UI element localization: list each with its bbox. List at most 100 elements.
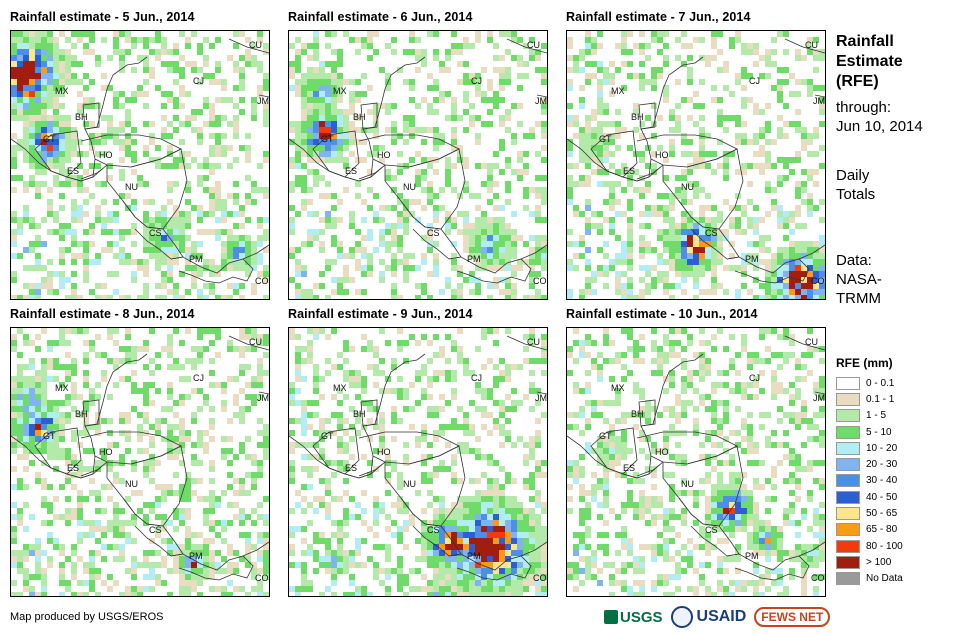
rain-cell (529, 436, 535, 442)
rain-cell (451, 145, 457, 151)
rain-cell (807, 289, 813, 295)
rain-cell (505, 235, 511, 241)
rain-cell (487, 229, 493, 235)
rain-cell (783, 79, 789, 85)
rain-cell (251, 520, 257, 526)
rain-cell (355, 538, 361, 544)
rain-cell (445, 400, 451, 406)
rain-cell (263, 157, 269, 163)
rain-cell (65, 145, 71, 151)
rain-cell (681, 193, 687, 199)
rain-cell (233, 43, 239, 49)
rain-cell (403, 526, 409, 532)
rain-cell (137, 490, 143, 496)
rain-cell (59, 340, 65, 346)
rain-cell (17, 442, 23, 448)
rain-cell (35, 550, 41, 556)
rain-cell (391, 436, 397, 442)
rain-cell (717, 247, 723, 253)
rain-cell (167, 364, 173, 370)
rain-cell (433, 139, 439, 145)
country-borders (11, 335, 269, 581)
rain-cell (173, 115, 179, 121)
rain-cell (493, 364, 499, 370)
rain-cell (23, 55, 29, 61)
rain-cell (239, 205, 245, 211)
rain-cell (651, 163, 657, 169)
rain-cell (597, 271, 603, 277)
rain-cell (331, 97, 337, 103)
rain-cell (711, 205, 717, 211)
rain-cell (239, 412, 245, 418)
rain-cell (307, 157, 313, 163)
rain-cell (191, 265, 197, 271)
rain-cell (753, 49, 759, 55)
rain-cell (379, 205, 385, 211)
rain-cell (167, 61, 173, 67)
rain-cell (535, 259, 541, 265)
rain-cell (125, 295, 131, 299)
rain-cell (433, 55, 439, 61)
rain-cell (295, 259, 301, 265)
rain-cell (331, 394, 337, 400)
rain-cell (499, 358, 505, 364)
rain-cell (307, 169, 313, 175)
rain-cell (813, 271, 819, 277)
rain-cell (65, 448, 71, 454)
rain-cell (337, 85, 343, 91)
rain-cell (493, 520, 499, 526)
rain-cell (687, 169, 693, 175)
rain-cell (17, 352, 23, 358)
rain-cell (59, 580, 65, 586)
rain-cell (251, 115, 257, 121)
rain-cell (185, 472, 191, 478)
rain-cell (209, 460, 215, 466)
rain-cell (29, 430, 35, 436)
rain-cell (807, 169, 813, 175)
rain-cell (597, 91, 603, 97)
rain-cell (657, 37, 663, 43)
rain-cell (349, 514, 355, 520)
rain-cell (29, 376, 35, 382)
rain-cell (301, 49, 307, 55)
rain-cell (319, 121, 325, 127)
rain-cell (149, 454, 155, 460)
rain-cell (681, 241, 687, 247)
rain-cell (475, 115, 481, 121)
rain-cell (487, 394, 493, 400)
rain-cell (95, 139, 101, 145)
rain-cell (319, 133, 325, 139)
rain-cell (523, 520, 529, 526)
rain-cell (633, 412, 639, 418)
rain-cell (143, 562, 149, 568)
rain-cell (35, 223, 41, 229)
rain-cell (819, 295, 825, 299)
rain-cell (639, 253, 645, 259)
rain-cell (289, 472, 295, 478)
rain-cell (47, 556, 53, 562)
rain-cell (615, 283, 621, 289)
rain-cell (609, 223, 615, 229)
rain-cell (463, 358, 469, 364)
rain-cell (307, 121, 313, 127)
rain-cell (95, 217, 101, 223)
rain-cell (801, 55, 807, 61)
rain-cell (663, 55, 669, 61)
rain-cell (263, 538, 269, 544)
rain-cell (529, 514, 535, 520)
rain-cell (669, 151, 675, 157)
rain-cell (239, 334, 245, 340)
rainfall-raster (11, 328, 269, 596)
rain-cell (89, 520, 95, 526)
rain-cell (125, 49, 131, 55)
rain-cell (47, 115, 53, 121)
rain-cell (687, 73, 693, 79)
rain-cell (813, 169, 819, 175)
rain-cell (331, 364, 337, 370)
rain-cell (391, 412, 397, 418)
rain-cell (681, 454, 687, 460)
rain-cell (197, 181, 203, 187)
rain-cell (609, 424, 615, 430)
rain-cell (343, 121, 349, 127)
rain-cell (627, 205, 633, 211)
